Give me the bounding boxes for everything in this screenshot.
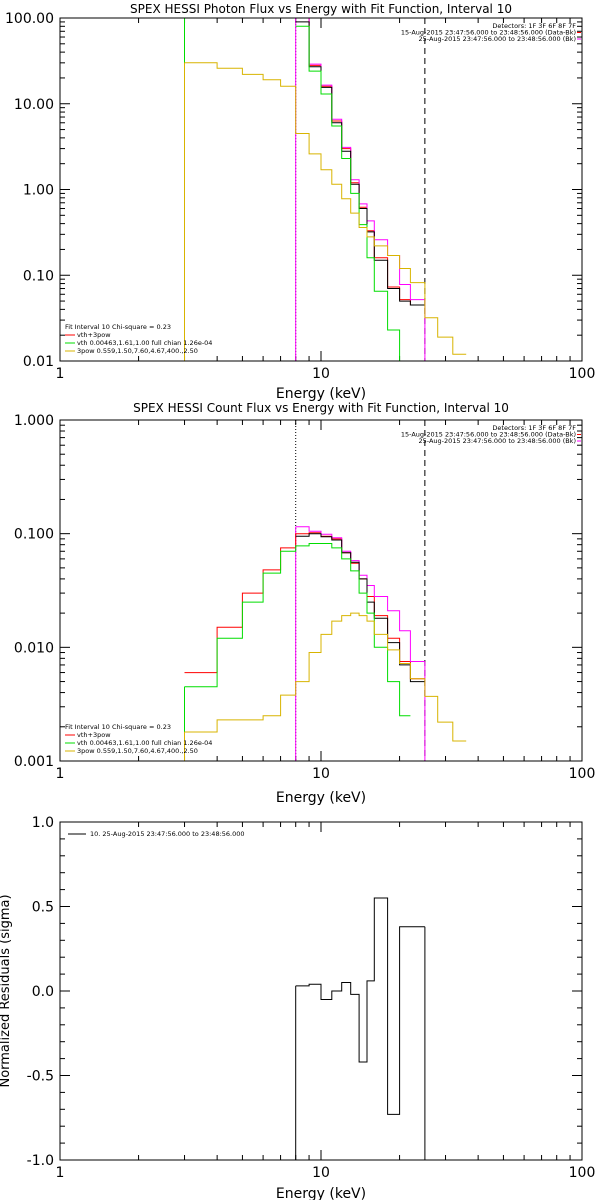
count-flux-panel: SPEX HESSI Count Flux vs Energy with Fit…	[14, 401, 595, 806]
y-axis-label: Normalized Residuals (sigma)	[0, 894, 13, 1087]
plot-content: 1 10 100 0.01 0.10 1.00 10.00 100.00 Detectors: …	[5, 11, 595, 382]
y-tick-label: 10.00	[14, 97, 54, 113]
data-layer	[184, 420, 467, 761]
header-text: 15-Aug-2015 23:47:56.000 to 23:48:56.000…	[401, 29, 576, 37]
x-tick-label: 10	[312, 1165, 330, 1181]
legend-entry: 3pow 0.559,1.50,7.60,4.67,400.,2.50	[77, 347, 198, 355]
legend-entry: Fit Interval 10 Chi-square = 0.23	[65, 723, 171, 731]
legend-entry: vth+3pow	[77, 331, 111, 339]
header-text: Detectors: 1F 3F 6F 8F 7F	[492, 424, 576, 432]
data-layer	[184, 18, 467, 361]
legend-entry: 10. 25-Aug-2015 23:47:56.000 to 23:48:56…	[90, 830, 245, 838]
y-tick-label: 0.01	[23, 354, 54, 370]
x-tick-label: 100	[569, 766, 596, 782]
chart-title: SPEX HESSI Count Flux vs Energy with Fit…	[133, 401, 509, 415]
y-tick-label: -0.5	[27, 1069, 54, 1085]
x-axis-label: Energy (keV)	[276, 1186, 366, 1200]
x-tick-label: 1	[56, 1165, 65, 1181]
plot-content: 1 10 100 -1.0 -0.5 0.0 0.5 1.0 10. 25-Aug-2015 2…	[27, 815, 596, 1181]
x-axis-label: Energy (keV)	[276, 386, 366, 402]
y-tick-label: 0.5	[32, 900, 54, 916]
y-tick-label: 0.010	[14, 640, 54, 656]
x-tick-label: 100	[569, 366, 596, 382]
y-tick-label: 0.0	[32, 984, 54, 1000]
legend-entry: vth 0.00463,1.61,1.00 full chian 1.26e-0…	[77, 739, 212, 747]
y-tick-label: -1.0	[27, 1153, 54, 1169]
header-text: 15-Aug-2015 23:47:56.000 to 23:48:56.000…	[401, 431, 576, 439]
legend-entry: vth+3pow	[77, 731, 111, 739]
y-tick-label: 0.001	[14, 754, 54, 770]
y-tick-label: 0.100	[14, 527, 54, 543]
y-tick-label: 1.000	[14, 413, 54, 429]
plot-content: 1 10 100 0.001 0.010 0.100 1.000 Detectors: 1F …	[14, 413, 595, 782]
data-layer	[295, 897, 426, 1160]
header-text: Detectors: 1F 3F 6F 8F 7F	[492, 22, 576, 30]
x-tick-label: 10	[312, 766, 330, 782]
y-tick-label: 0.10	[23, 268, 54, 284]
series-3pow	[184, 62, 467, 355]
series-vth	[295, 25, 411, 361]
legend-entry: Fit Interval 10 Chi-square = 0.23	[65, 323, 171, 331]
x-tick-label: 1	[56, 366, 65, 382]
series-vth	[184, 543, 411, 717]
series-10-25-aug-2015-23-47-56-000-to-23-48-56-000	[295, 897, 425, 1115]
x-tick-label: 10	[312, 366, 330, 382]
x-axis-label: Energy (keV)	[276, 790, 366, 806]
y-tick-label: 1.00	[23, 183, 54, 199]
header-text: 25-Aug-2015 23:47:56.000 to 23:48:56.000…	[419, 35, 576, 43]
y-tick-label: 1.0	[32, 815, 54, 831]
plot-frame	[59, 17, 583, 362]
plot-frame	[59, 419, 583, 762]
plot-frame	[59, 821, 583, 1161]
chart-title: SPEX HESSI Photon Flux vs Energy with Fi…	[130, 2, 512, 16]
x-tick-label: 100	[569, 1165, 596, 1181]
x-tick-label: 1	[56, 766, 65, 782]
y-tick-label: 100.00	[5, 11, 54, 27]
series-3pow	[184, 612, 467, 742]
legend-entry: vth 0.00463,1.61,1.00 full chian 1.26e-0…	[77, 339, 212, 347]
legend-entry: 3pow 0.559,1.50,7.60,4.67,400.,2.50	[77, 747, 198, 755]
residuals-panel: 1 10 100 -1.0 -0.5 0.0 0.5 1.0 10. 25-Aug-2015 2…	[0, 815, 595, 1200]
header-text: 25-Aug-2015 23:47:56.000 to 23:48:56.000…	[419, 437, 576, 445]
photon-flux-panel: SPEX HESSI Photon Flux vs Energy with Fi…	[5, 2, 595, 402]
